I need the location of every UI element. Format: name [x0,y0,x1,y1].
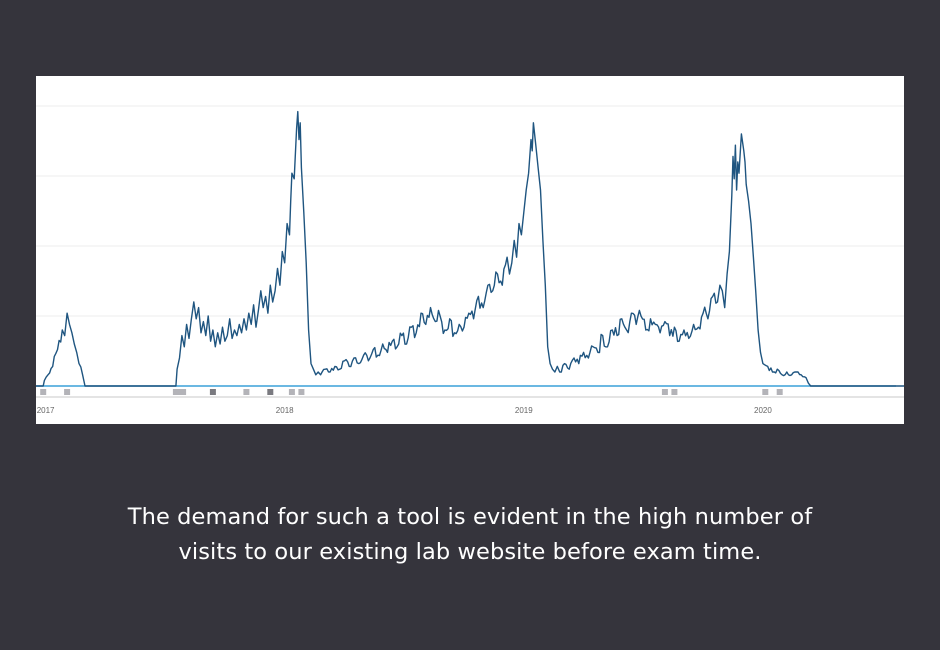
caption: The demand for such a tool is evident in… [70,500,870,570]
x-tick-labels: 2017 2018 2019 2020 [37,406,773,415]
caption-line-1: The demand for such a tool is evident in… [127,504,813,530]
period-marker-10 [288,389,295,395]
period-marker-6 [180,389,187,395]
period-marker-15 [776,389,783,395]
period-marker-12 [661,389,668,395]
traffic-chart: 2017 2018 2019 2020 [36,76,904,424]
period-marker-9 [267,389,274,395]
period-marker-13 [671,389,678,395]
period-markers [40,389,783,395]
x-tick-label-2020: 2020 [754,406,772,415]
traffic-series [36,110,904,387]
gridlines [36,105,904,317]
period-marker-7 [209,389,216,395]
period-marker-1 [40,389,47,395]
x-tick-label-2019: 2019 [515,406,533,415]
period-marker-8 [243,389,250,395]
caption-line-2: visits to our existing lab website befor… [178,539,762,565]
period-marker-14 [762,389,769,395]
period-marker-2 [64,389,71,395]
traffic-line-1 [36,110,904,387]
x-tick-label-2017: 2017 [37,406,55,415]
traffic-chart-svg: 2017 2018 2019 2020 [36,105,904,415]
period-marker-11 [298,389,305,395]
x-tick-label-2018: 2018 [276,406,294,415]
